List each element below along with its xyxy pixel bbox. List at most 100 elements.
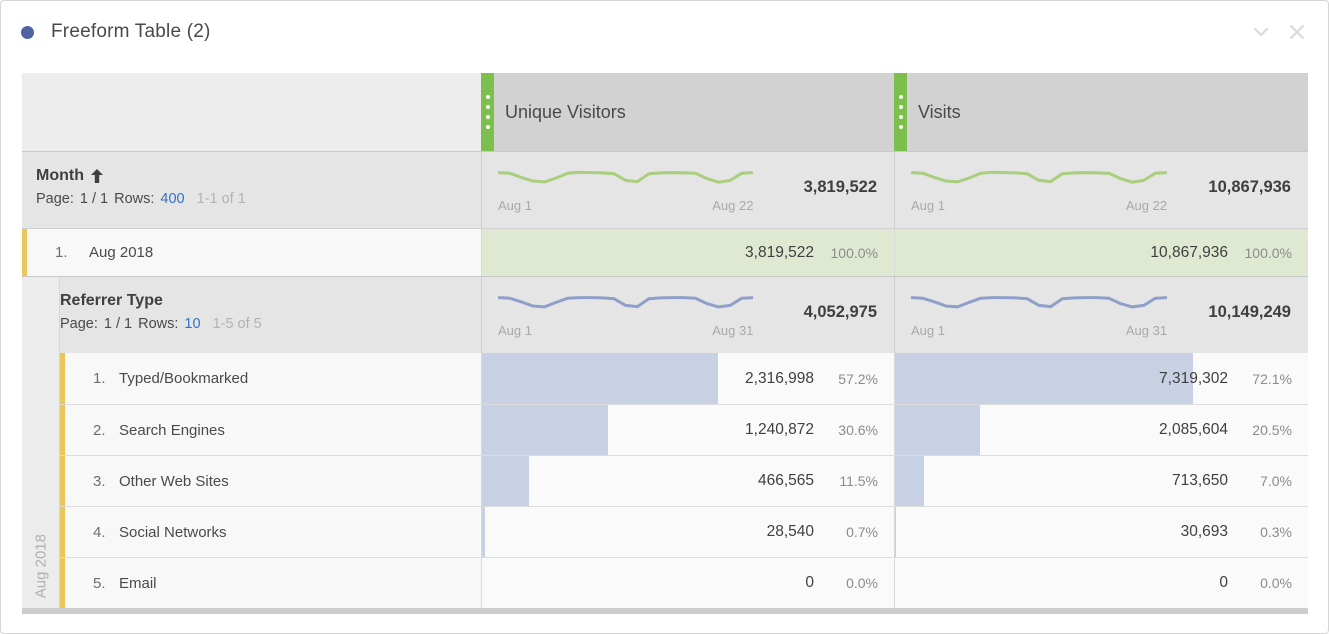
referrer-sparkline-cell-unique-visitors: Aug 1 Aug 31 4,052,975 [481,277,894,353]
data-cell[interactable]: 0 0.0% [481,557,894,608]
data-cell[interactable]: 28,540 0.7% [481,506,894,557]
row-index: 5. [93,574,106,592]
drag-handle-icon[interactable] [894,73,907,151]
data-cell[interactable]: 713,650 7.0% [894,455,1308,506]
data-cell[interactable]: 2,316,998 57.2% [481,353,894,404]
row-header[interactable]: 4. Social Networks [22,506,481,557]
percent-bar [895,353,1193,404]
breakdown-gutter: Aug 2018 [22,276,60,608]
column-header-label: Unique Visitors [505,101,626,122]
row-label: Search Engines [119,421,225,439]
spark-start-label: Aug 1 [498,323,532,338]
cell-percent: 11.5% [839,473,878,489]
selection-strip [60,456,65,506]
data-cell[interactable]: 10,867,936 100.0% [894,229,1308,276]
row-header[interactable]: 3. Other Web Sites [22,455,481,506]
sparkline-chart [498,291,753,321]
table-row-aug-2018: 1. Aug 2018 3,819,522 100.0% 10,867,936 … [22,228,1308,276]
panel-header: Freeform Table (2) [1,1,1328,63]
spark-end-label: Aug 22 [712,198,754,213]
data-cell[interactable]: 466,565 11.5% [481,455,894,506]
cell-percent: 20.5% [1252,422,1292,438]
pagination: Page: 1 / 1 Rows: 10 1-5 of 5 [60,316,481,332]
row-index: 1. [93,370,106,387]
column-header-visits[interactable]: Visits [894,73,1308,151]
rows-count-link[interactable]: 400 [160,191,185,207]
referrer-sparkline-cell-visits: Aug 1 Aug 31 10,149,249 [894,277,1308,353]
cell-value: 7,319,302 [1159,369,1228,387]
cell-value: 30,693 [1180,523,1228,540]
close-icon[interactable] [1286,21,1308,43]
data-cell[interactable]: 0 0.0% [894,557,1308,608]
month-dimension-header: Month Page: 1 / 1 Rows: 400 1-1 of 1 [22,152,481,228]
row-index: 3. [93,472,106,490]
referrer-type-dimension-header: Referrer Type Page: 1 / 1 Rows: 10 1-5 o… [22,277,481,353]
column-total: 10,867,936 [1208,177,1291,196]
dimension-title: Month [36,167,84,184]
cell-value: 2,085,604 [1159,421,1228,438]
sort-ascending-icon[interactable] [90,169,103,183]
percent-bar [895,507,897,557]
chevron-down-icon[interactable] [1250,21,1272,43]
selection-strip [60,558,65,608]
pagination: Page: 1 / 1 Rows: 400 1-1 of 1 [36,191,481,207]
cell-percent: 7.0% [1260,473,1292,489]
spark-start-label: Aug 1 [911,198,945,213]
cell-percent: 57.2% [838,370,878,387]
cell-value: 0 [805,574,814,591]
table-row-social-networks: 4. Social Networks 28,540 0.7% 30,693 0.… [22,506,1308,557]
table-row-other-web-sites: 3. Other Web Sites 466,565 11.5% 713,650… [22,455,1308,506]
row-header-aug-2018[interactable]: 1. Aug 2018 [22,229,481,276]
month-sparkline-cell-unique-visitors: Aug 1 Aug 22 3,819,522 [481,152,894,228]
row-index: 1. [55,244,68,261]
data-cell[interactable]: 2,085,604 20.5% [894,404,1308,455]
data-cell[interactable]: 3,819,522 100.0% [481,229,894,276]
cell-percent: 72.1% [1252,370,1292,387]
row-index: 2. [93,421,106,439]
panel-accent-dot [21,25,34,39]
cell-percent: 30.6% [838,422,878,438]
cell-percent: 0.3% [1260,524,1292,540]
cell-value: 28,540 [766,523,814,540]
column-header-unique-visitors[interactable]: Unique Visitors [481,73,894,151]
cell-percent: 0.7% [846,524,878,540]
row-header[interactable]: 5. Email [22,557,481,608]
page-label: Page: [36,191,74,207]
page-label: Page: [60,316,98,332]
drag-handle-icon[interactable] [481,73,494,151]
page-value: 1 / 1 [103,316,133,332]
cell-value: 713,650 [1171,472,1228,489]
column-total: 10,149,249 [1208,302,1291,321]
column-header-empty [22,73,481,151]
horizontal-scrollbar[interactable] [22,608,1308,614]
rows-count-link[interactable]: 10 [184,316,201,332]
cell-value: 1,240,872 [745,421,814,438]
selection-strip [60,405,65,455]
percent-bar [895,405,980,455]
percent-bar [482,507,485,557]
row-label: Social Networks [119,523,227,541]
table-row-typed-bookmarked: 1. Typed/Bookmarked 2,316,998 57.2% 7,31… [22,353,1308,404]
data-cell[interactable]: 7,319,302 72.1% [894,353,1308,404]
row-header[interactable]: 2. Search Engines [22,404,481,455]
data-cell[interactable]: 30,693 0.3% [894,506,1308,557]
spark-start-label: Aug 1 [911,323,945,338]
percent-bar [482,456,530,506]
dimension-title: Referrer Type [60,292,163,309]
table-row-search-engines: 2. Search Engines 1,240,872 30.6% 2,085,… [22,404,1308,455]
selection-strip [60,353,65,404]
row-header[interactable]: 1. Typed/Bookmarked [22,353,481,404]
row-range: 1-1 of 1 [196,191,246,207]
percent-bar [482,405,609,455]
month-header-row: Month Page: 1 / 1 Rows: 400 1-1 of 1 Aug… [22,151,1308,228]
column-total: 4,052,975 [803,302,877,321]
cell-value: 3,819,522 [745,243,814,261]
row-range: 1-5 of 5 [212,316,262,332]
selection-strip [22,229,27,276]
sparkline-chart [911,291,1167,321]
data-cell[interactable]: 1,240,872 30.6% [481,404,894,455]
cell-value: 466,565 [757,472,814,489]
percent-bar [482,353,718,404]
rows-label: Rows: [138,316,179,332]
